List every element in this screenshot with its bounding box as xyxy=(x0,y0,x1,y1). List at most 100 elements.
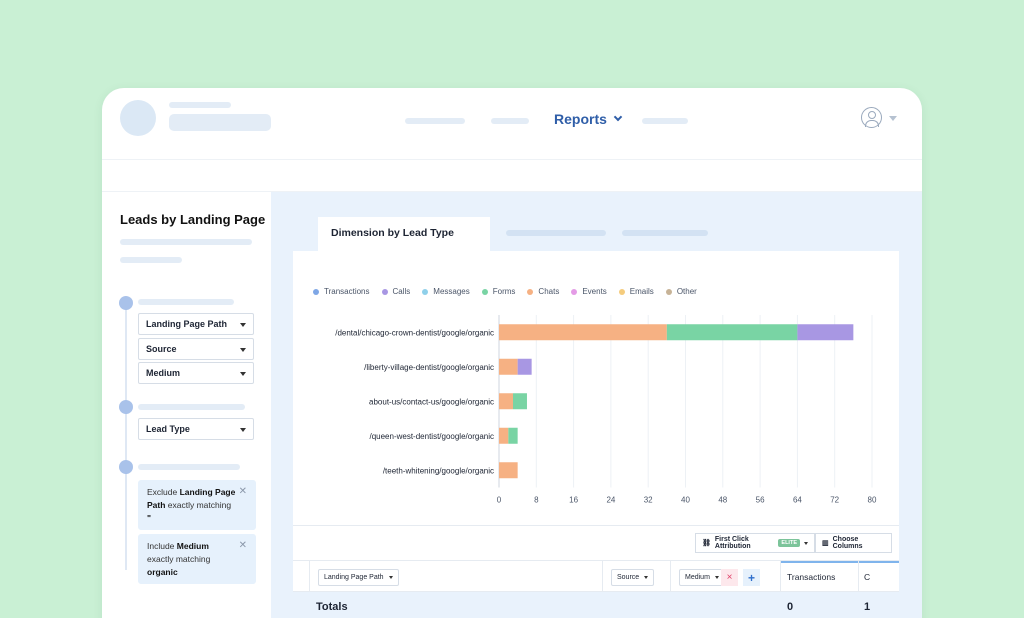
filter-middle: exactly matching xyxy=(165,500,232,510)
bar-segment-chats xyxy=(499,393,513,410)
logo-placeholder xyxy=(120,100,156,136)
remove-filter-icon[interactable]: ✕ xyxy=(238,540,247,551)
totals-next: 1 xyxy=(864,601,871,613)
description-placeholder-1 xyxy=(120,239,252,245)
column-separator xyxy=(780,560,781,616)
caret-down-icon xyxy=(644,576,649,579)
column-separator xyxy=(602,560,603,616)
nav-placeholder-1[interactable] xyxy=(405,118,465,124)
column-select-source[interactable]: Source xyxy=(611,569,655,586)
bar-segment-forms xyxy=(508,427,518,444)
caret-down-icon xyxy=(240,428,246,432)
bar-segment-chats xyxy=(499,427,509,444)
report-title: Leads by Landing Page xyxy=(120,212,266,227)
column-separator xyxy=(309,560,310,616)
step-1-label-placeholder xyxy=(138,299,234,305)
step-2-label-placeholder xyxy=(138,404,245,410)
legend-item-transactions[interactable]: Transactions xyxy=(313,287,370,296)
column-select-label: Source xyxy=(617,574,640,581)
nav-reports[interactable]: Reports xyxy=(554,111,623,127)
sub-header-strip xyxy=(102,160,922,192)
legend-swatch xyxy=(665,288,672,295)
caret-down-icon xyxy=(714,576,719,579)
bar-segment-chats xyxy=(499,324,667,341)
legend-item-forms[interactable]: Forms xyxy=(481,287,515,296)
chevron-down-icon xyxy=(613,112,623,122)
title-placeholder-short xyxy=(169,102,231,108)
nav-placeholder-2[interactable] xyxy=(491,118,529,124)
filter-value: organic xyxy=(147,567,178,577)
nav-placeholder-3[interactable] xyxy=(642,118,688,124)
caret-down-icon xyxy=(388,576,393,579)
step-connector xyxy=(125,304,127,570)
caret-down-icon xyxy=(240,372,246,376)
x-tick-label: 64 xyxy=(793,496,802,505)
table-header: Landing Page Path Source Medium × + Tran… xyxy=(293,560,899,592)
app-window: Reports Leads by Landing Page Landing Pa… xyxy=(102,88,922,618)
x-tick-label: 72 xyxy=(830,496,839,505)
dimension-dropdown-medium[interactable]: Medium xyxy=(138,362,254,384)
legend-label: Calls xyxy=(392,287,411,296)
top-bar: Reports xyxy=(102,88,922,160)
choose-columns-button[interactable]: ▥ Choose Columns xyxy=(815,533,892,553)
column-select-landing-page-path[interactable]: Landing Page Path xyxy=(318,569,399,586)
column-separator xyxy=(670,560,671,616)
x-tick-label: 48 xyxy=(718,496,727,505)
remove-dimension-icon[interactable]: × xyxy=(721,569,738,586)
column-header-transactions[interactable]: Transactions xyxy=(780,561,858,593)
filter-prefix: Include xyxy=(147,541,177,551)
column-select-medium[interactable]: Medium xyxy=(679,569,725,586)
dropdown-label: Lead Type xyxy=(146,424,190,434)
dropdown-label: Landing Page Path xyxy=(146,319,228,329)
legend-item-chats[interactable]: Chats xyxy=(527,287,559,296)
dimension-dropdown-lead-type[interactable]: Lead Type xyxy=(138,418,254,440)
legend-label: Other xyxy=(676,287,697,296)
column-select-label: Medium xyxy=(685,574,710,581)
legend-item-messages[interactable]: Messages xyxy=(422,287,470,296)
legend-item-calls[interactable]: Calls xyxy=(381,287,411,296)
legend-label: Chats xyxy=(538,287,560,296)
header-divider xyxy=(102,159,922,160)
columns-icon: ▥ xyxy=(822,540,829,547)
filter-field: Landing Page Path xyxy=(147,487,236,510)
x-tick-label: 56 xyxy=(756,496,765,505)
filter-field: Medium xyxy=(176,541,209,551)
caret-down-icon xyxy=(240,323,246,327)
x-tick-label: 16 xyxy=(569,496,578,505)
legend-label: Messages xyxy=(433,287,470,296)
stacked-bar-chart: 0 8 16 24 32 40 48 56 64 72 80/dental/chicago-crow… xyxy=(335,315,877,505)
totals-row: Totals 0 1 xyxy=(293,592,899,618)
user-account-icon[interactable] xyxy=(861,107,882,128)
legend-swatch xyxy=(527,288,534,295)
dropdown-label: Source xyxy=(146,344,177,354)
caret-down-icon xyxy=(804,541,808,545)
dimension-dropdown-source[interactable]: Source xyxy=(138,338,254,360)
legend-item-other[interactable]: Other xyxy=(665,287,697,296)
add-dimension-icon[interactable]: + xyxy=(743,569,760,586)
legend-item-emails[interactable]: Emails xyxy=(618,287,654,296)
description-placeholder-2 xyxy=(120,257,182,263)
legend-item-events[interactable]: Events xyxy=(571,287,607,296)
y-category-label: /queen-west-dentist/google/organic xyxy=(369,432,494,441)
user-menu-caret-icon[interactable] xyxy=(889,116,897,121)
x-tick-label: 8 xyxy=(534,496,539,505)
attribution-label: First Click Attribution xyxy=(714,536,751,550)
dropdown-label: Medium xyxy=(146,368,181,378)
attribution-dropdown[interactable]: ⛓ First Click Attribution ELITE xyxy=(695,533,815,553)
tab-placeholder-3[interactable] xyxy=(622,230,708,236)
x-tick-label: 40 xyxy=(681,496,690,505)
legend-swatch xyxy=(381,288,388,295)
legend-label: Events xyxy=(582,287,607,296)
bar-segment-calls xyxy=(517,358,532,375)
tab-placeholder-2[interactable] xyxy=(506,230,606,236)
column-select-label: Landing Page Path xyxy=(324,574,384,581)
column-header-next[interactable]: C xyxy=(858,561,899,593)
remove-filter-icon[interactable]: ✕ xyxy=(238,486,247,497)
totals-label: Totals xyxy=(316,601,348,613)
x-tick-label: 0 xyxy=(497,496,502,505)
step-1-marker xyxy=(119,296,133,310)
legend-swatch xyxy=(571,288,578,295)
dimension-dropdown-landing-page-path[interactable]: Landing Page Path xyxy=(138,313,254,335)
tab-dimension-by-lead-type[interactable]: Dimension by Lead Type xyxy=(318,217,490,251)
elite-badge: ELITE xyxy=(778,539,800,547)
